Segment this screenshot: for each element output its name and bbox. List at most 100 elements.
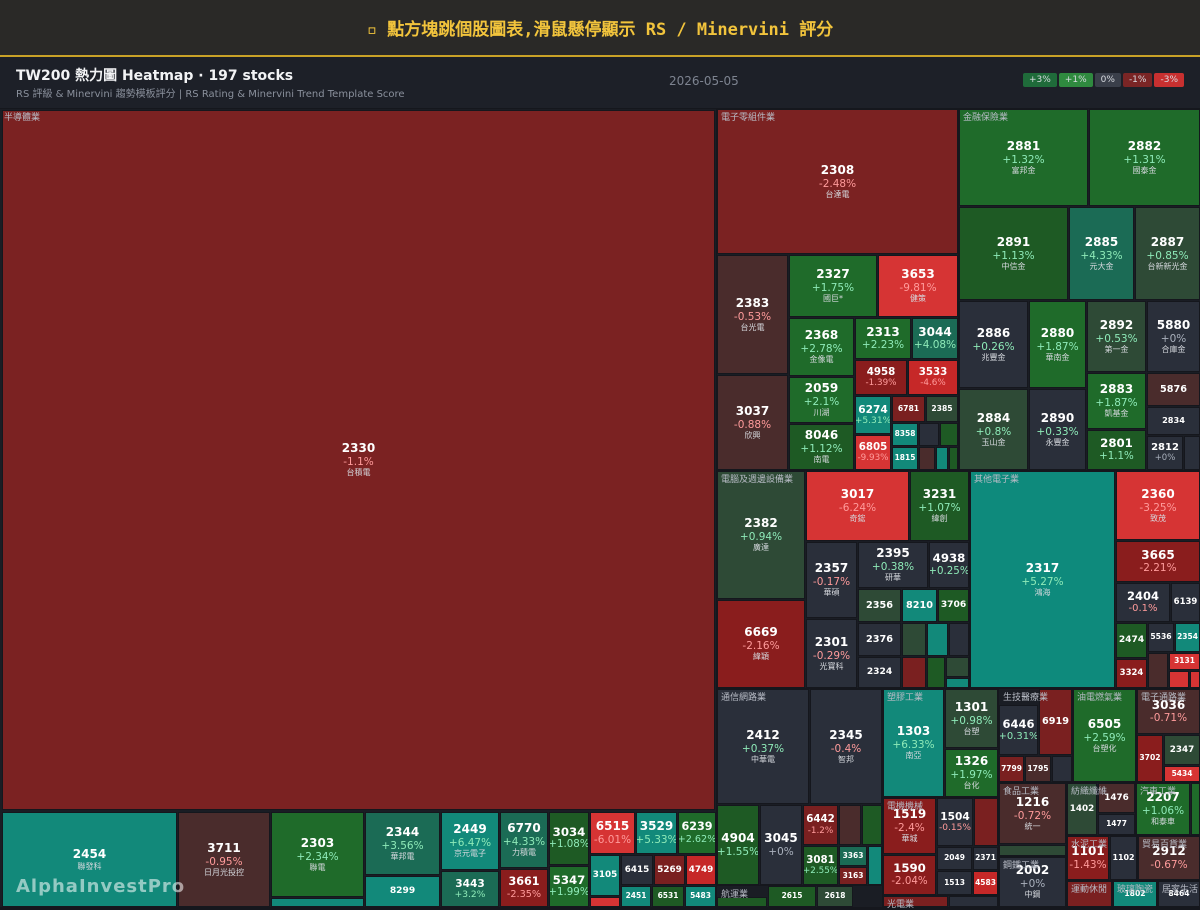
stock-tile[interactable]: 5347 +1.99% — [549, 866, 589, 907]
stock-tile[interactable] — [949, 896, 998, 907]
stock-tile[interactable]: 8210 — [902, 589, 937, 622]
stock-tile[interactable]: 6442 -1.2% — [803, 805, 838, 845]
stock-tile[interactable]: 2327 +1.75% 國巨* — [789, 255, 877, 317]
stock-tile[interactable]: 6919 — [1039, 689, 1072, 755]
stock-tile[interactable]: 2308 -2.48% 台達電 — [717, 109, 958, 254]
stock-tile[interactable]: 2317 +5.27% 鴻海 — [970, 471, 1115, 688]
stock-tile[interactable]: 2892 +0.53% 第一金 — [1087, 301, 1146, 372]
stock-tile[interactable]: 2884 +0.8% 玉山金 — [959, 389, 1028, 470]
stock-tile[interactable]: 2834 — [1147, 407, 1200, 435]
stock-tile[interactable]: 2812 +0% — [1147, 436, 1183, 470]
stock-tile[interactable]: 4583 — [973, 871, 998, 895]
stock-tile[interactable]: 1504 -0.15% — [937, 798, 973, 846]
stock-tile[interactable]: 2059 +2.1% 川湖 — [789, 377, 854, 423]
stock-tile[interactable]: 2330 -1.1% 台積電 — [2, 110, 715, 810]
stock-tile[interactable]: 2301 -0.29% 光寶科 — [806, 619, 857, 688]
stock-tile[interactable]: 1101 -1.43% — [1067, 836, 1109, 880]
stock-tile[interactable]: 3702 — [1137, 735, 1163, 782]
stock-tile[interactable]: 2881 +1.32% 富邦金 — [959, 109, 1088, 206]
stock-tile[interactable]: 2412 +0.37% 中華電 — [717, 689, 809, 804]
stock-tile[interactable]: 1590 -2.04% — [883, 855, 936, 895]
stock-tile[interactable]: 2449 +6.47% 京元電子 — [441, 812, 499, 870]
stock-tile[interactable]: 5434 — [1164, 766, 1200, 782]
stock-tile[interactable]: 2615 — [768, 886, 816, 907]
stock-tile[interactable]: 2376 — [858, 623, 901, 656]
stock-tile[interactable]: 2882 +1.31% 國泰金 — [1089, 109, 1200, 206]
stock-tile[interactable]: 3017 -6.24% 奇鋐 — [806, 471, 909, 541]
stock-tile[interactable]: 3661 -2.35% — [500, 869, 548, 907]
stock-tile[interactable]: 2313 +2.23% — [855, 318, 911, 359]
stock-tile[interactable]: 2451 — [621, 886, 651, 907]
stock-tile[interactable]: 2357 -0.17% 華碩 — [806, 542, 857, 618]
stock-tile[interactable]: 5876 — [1147, 373, 1200, 406]
stock-tile[interactable]: 3324 — [1116, 659, 1147, 688]
stock-tile[interactable]: 2368 +2.78% 金像電 — [789, 318, 854, 376]
stock-tile[interactable]: 6781 — [892, 396, 925, 422]
stock-tile[interactable]: 2207 +1.06% 和泰車 — [1136, 783, 1190, 835]
stock-tile[interactable]: 2474 — [1116, 623, 1147, 658]
stock-tile[interactable]: 1402 — [1067, 783, 1097, 835]
stock-tile[interactable]: 2002 +0% 中鋼 — [999, 857, 1066, 907]
stock-tile[interactable]: 2347 — [1164, 735, 1200, 765]
stock-tile[interactable]: 4749 — [686, 855, 716, 885]
stock-tile[interactable]: 7799 — [999, 756, 1024, 782]
stock-tile[interactable]: 1513 — [937, 871, 972, 895]
stock-tile[interactable]: 1303 +6.33% 南亞 — [883, 689, 944, 797]
stock-tile[interactable]: 2880 +1.87% 華南金 — [1029, 301, 1086, 388]
stock-tile[interactable]: 5269 — [654, 855, 685, 885]
stock-tile[interactable]: 1477 — [1098, 814, 1135, 835]
stock-tile[interactable]: 6446 +0.31% — [999, 705, 1038, 755]
stock-tile[interactable]: 6274 +5.31% — [855, 396, 891, 434]
stock-tile[interactable]: 3105 — [590, 855, 620, 896]
stock-tile[interactable]: 3131 — [1169, 653, 1200, 670]
stock-tile[interactable]: 6770 +4.33% 力積電 — [500, 812, 548, 868]
stock-tile[interactable]: 1326 +1.97% 台化 — [945, 749, 998, 797]
stock-tile[interactable]: 2886 +0.26% 兆豐金 — [959, 301, 1028, 388]
stock-tile[interactable]: 5880 +0% 合庫金 — [1147, 301, 1200, 372]
stock-tile[interactable]: 3711 -0.95% 日月光投控 — [178, 812, 270, 907]
stock-tile[interactable]: 2382 +0.94% 廣達 — [717, 471, 805, 599]
stock-tile[interactable]: 2883 +1.87% 凱基金 — [1087, 373, 1146, 429]
stock-tile[interactable]: 3036 -0.71% — [1137, 689, 1200, 734]
stock-tile[interactable]: 6505 +2.59% 台塑化 — [1073, 689, 1136, 782]
stock-tile[interactable]: 2887 +0.85% 台新新光金 — [1135, 207, 1200, 300]
stock-tile[interactable]: 3163 — [839, 867, 867, 885]
stock-tile[interactable]: 2454 聯發科 — [2, 812, 177, 907]
stock-tile[interactable]: 8046 +1.12% 南電 — [789, 424, 854, 470]
stock-tile[interactable]: 3044 +4.08% — [912, 318, 958, 359]
stock-tile[interactable]: 1216 -0.72% 統一 — [999, 783, 1066, 844]
stock-tile[interactable]: 6531 — [652, 886, 684, 907]
stock-tile[interactable]: 2356 — [858, 589, 901, 622]
stock-tile[interactable]: 6515 -6.01% — [590, 812, 635, 854]
stock-tile[interactable]: 1815 — [892, 447, 918, 470]
stock-tile[interactable]: 1802 — [1113, 881, 1157, 907]
stock-tile[interactable]: 2344 +3.56% 華邦電 — [365, 812, 440, 875]
stock-tile[interactable]: 4904 +1.55% — [717, 805, 759, 885]
stock-tile[interactable]: 2345 -0.4% 智邦 — [810, 689, 882, 804]
stock-tile[interactable]: 2912 -0.67% — [1138, 836, 1200, 880]
stock-tile[interactable]: 3529 +5.33% — [636, 812, 677, 854]
stock-tile[interactable]: 1102 — [1110, 836, 1137, 880]
stock-tile[interactable]: 2360 -3.25% 致茂 — [1116, 471, 1200, 540]
stock-tile[interactable]: 2618 — [817, 886, 853, 907]
stock-tile[interactable]: 8299 — [365, 876, 440, 907]
stock-tile[interactable]: 2385 — [926, 396, 958, 422]
stock-tile[interactable]: 2891 +1.13% 中信金 — [959, 207, 1068, 300]
stock-tile[interactable]: 1519 -2.4% 華城 — [883, 798, 936, 854]
stock-tile[interactable]: 6239 +2.62% — [678, 812, 716, 854]
stock-tile[interactable]: 6139 — [1171, 583, 1200, 622]
stock-tile[interactable]: 3653 -9.81% 健策 — [878, 255, 958, 317]
stock-tile[interactable]: 6415 — [621, 855, 653, 885]
stock-tile[interactable]: 3034 +1.08% — [549, 812, 589, 865]
stock-tile[interactable]: 3081 +2.55% — [803, 846, 838, 885]
stock-tile[interactable]: 2354 — [1175, 623, 1200, 652]
stock-tile[interactable]: 3443 +3.2% — [441, 871, 499, 907]
stock-tile[interactable]: 2395 +0.38% 研華 — [858, 542, 928, 588]
stock-tile[interactable]: 3037 -0.88% 欣興 — [717, 375, 788, 470]
stock-tile[interactable]: 2371 — [973, 847, 998, 870]
stock-tile[interactable]: 2885 +4.33% 元大金 — [1069, 207, 1134, 300]
stock-tile[interactable]: 5536 — [1148, 623, 1174, 652]
stock-tile[interactable]: 4938 +0.25% — [929, 542, 969, 588]
stock-tile[interactable] — [883, 896, 948, 907]
stock-tile[interactable]: 3665 -2.21% — [1116, 541, 1200, 582]
